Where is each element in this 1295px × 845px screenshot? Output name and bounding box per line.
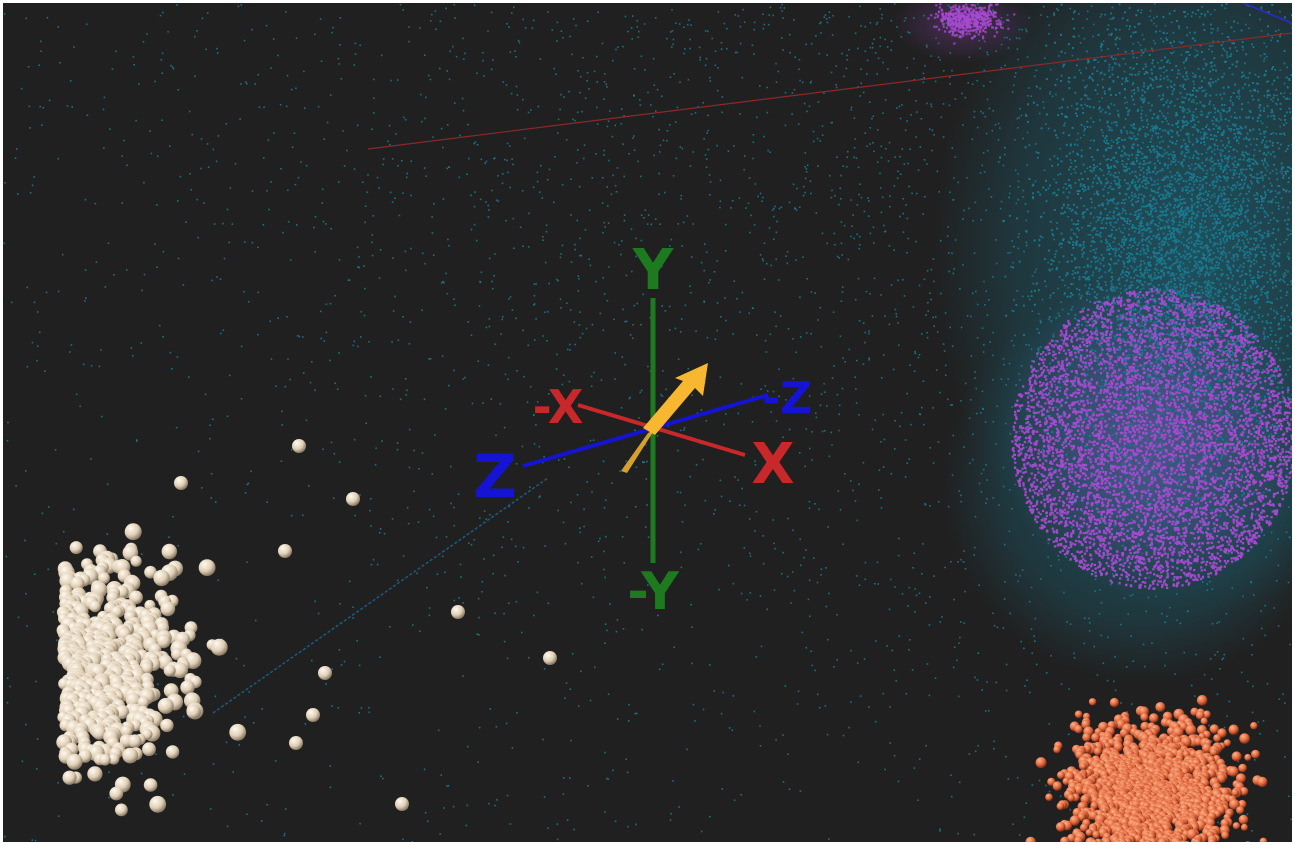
axis-gizmo[interactable]: Y -Y X -X Z -Z bbox=[473, 238, 812, 622]
orange-cluster-spheres bbox=[1025, 695, 1268, 842]
x-axis-line bbox=[577, 403, 746, 457]
direction-arrow-icon bbox=[621, 363, 708, 473]
z-axis-line bbox=[522, 393, 769, 468]
scene-canvas[interactable]: Y -Y X -X Z -Z bbox=[3, 3, 1292, 842]
3d-viewport[interactable]: Y -Y X -X Z -Z bbox=[3, 3, 1292, 842]
beige-cluster-spheres bbox=[56, 439, 557, 817]
neg-y-label[interactable]: -Y bbox=[627, 562, 680, 622]
pos-y-label[interactable]: Y bbox=[632, 238, 675, 303]
violet-top-points bbox=[927, 3, 1016, 45]
pos-z-label[interactable]: Z bbox=[473, 442, 517, 512]
bounding-box-blue-edge bbox=[212, 477, 549, 714]
bounding-box-red-edge bbox=[367, 32, 1292, 150]
neg-x-label[interactable]: -X bbox=[533, 380, 584, 434]
bounding-box-corner-edge bbox=[1242, 3, 1292, 24]
neg-z-label[interactable]: -Z bbox=[762, 373, 812, 424]
pos-x-label[interactable]: X bbox=[751, 432, 794, 497]
violet-cluster-points bbox=[1011, 288, 1292, 590]
